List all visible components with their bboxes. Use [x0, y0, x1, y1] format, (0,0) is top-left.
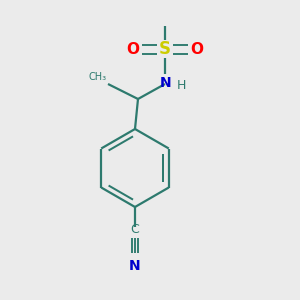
- Text: N: N: [160, 76, 171, 90]
- Text: CH₃: CH₃: [88, 72, 106, 82]
- Text: O: O: [126, 42, 140, 57]
- Text: S: S: [159, 40, 171, 58]
- Text: O: O: [190, 42, 204, 57]
- Text: H: H: [177, 79, 186, 92]
- Text: N: N: [129, 260, 141, 274]
- Text: C: C: [130, 223, 140, 236]
